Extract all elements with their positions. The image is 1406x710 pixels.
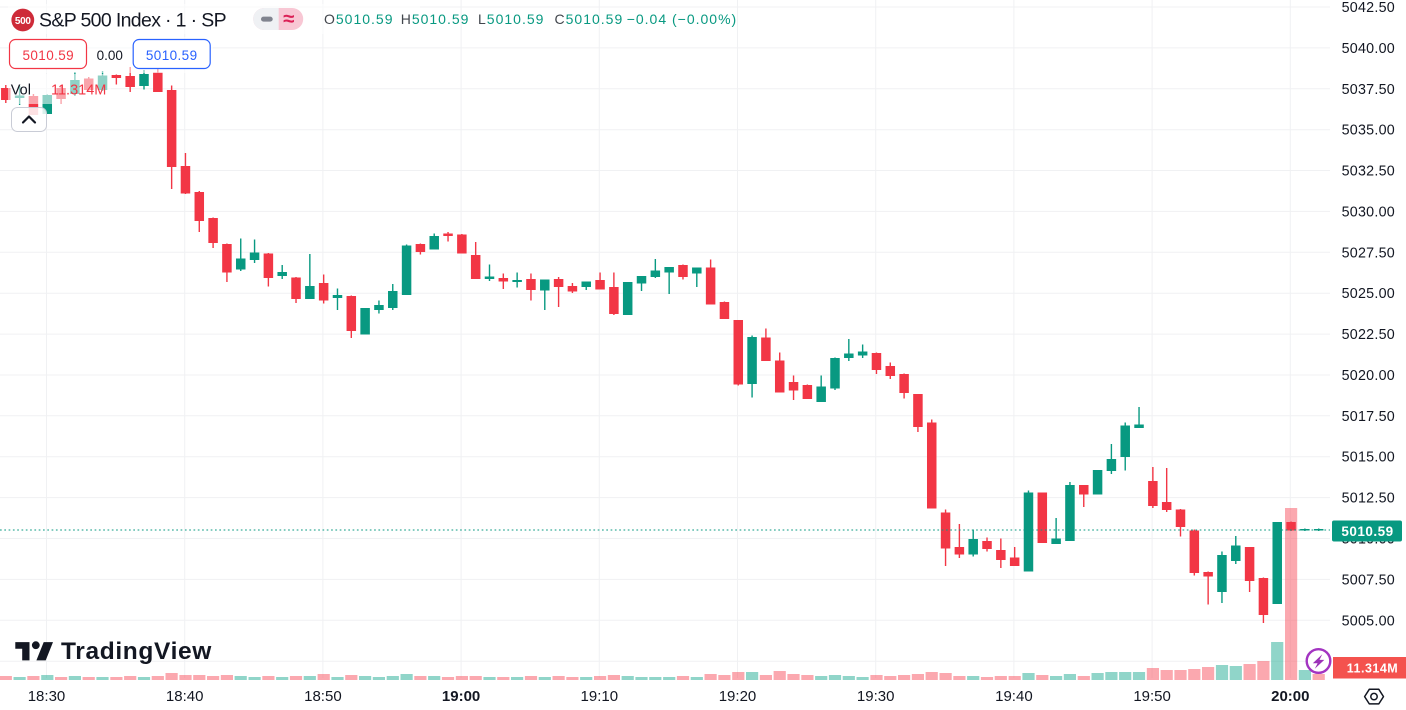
svg-text:5037.50: 5037.50 bbox=[1342, 82, 1395, 98]
svg-text:11.314M: 11.314M bbox=[51, 83, 106, 99]
svg-text:5022.50: 5022.50 bbox=[1342, 327, 1395, 343]
svg-text:18:40: 18:40 bbox=[166, 688, 204, 705]
svg-text:5020.00: 5020.00 bbox=[1342, 368, 1395, 384]
svg-text:19:00: 19:00 bbox=[442, 688, 480, 705]
svg-text:O5010.59: O5010.59 bbox=[324, 11, 394, 27]
svg-text:5010.59: 5010.59 bbox=[22, 48, 74, 63]
svg-text:20:00: 20:00 bbox=[1271, 688, 1309, 705]
svg-text:5030.00: 5030.00 bbox=[1342, 204, 1395, 220]
svg-text:5032.50: 5032.50 bbox=[1342, 164, 1395, 180]
svg-text:19:20: 19:20 bbox=[719, 688, 757, 705]
svg-text:19:50: 19:50 bbox=[1133, 688, 1171, 705]
svg-text:11.314M: 11.314M bbox=[1347, 662, 1398, 676]
svg-text:≈: ≈ bbox=[283, 8, 294, 31]
svg-text:5005.00: 5005.00 bbox=[1342, 613, 1395, 629]
svg-text:18:30: 18:30 bbox=[28, 688, 66, 705]
svg-text:18:50: 18:50 bbox=[304, 688, 342, 705]
svg-text:TradingView: TradingView bbox=[61, 638, 212, 665]
svg-text:5027.50: 5027.50 bbox=[1342, 245, 1395, 261]
svg-text:5010.59: 5010.59 bbox=[1341, 524, 1393, 539]
svg-text:5040.00: 5040.00 bbox=[1342, 41, 1395, 57]
svg-text:19:40: 19:40 bbox=[995, 688, 1033, 705]
svg-text:C5010.59: C5010.59 bbox=[555, 11, 624, 27]
svg-text:5015.00: 5015.00 bbox=[1342, 450, 1395, 466]
svg-text:5025.00: 5025.00 bbox=[1342, 286, 1395, 302]
svg-text:5042.50: 5042.50 bbox=[1342, 0, 1395, 16]
svg-text:19:10: 19:10 bbox=[581, 688, 619, 705]
svg-text:5007.50: 5007.50 bbox=[1342, 572, 1395, 588]
svg-text:L5010.59: L5010.59 bbox=[478, 11, 544, 27]
svg-text:5012.50: 5012.50 bbox=[1342, 491, 1395, 507]
svg-text:S&P 500 Index · 1 · SP: S&P 500 Index · 1 · SP bbox=[39, 10, 226, 32]
svg-text:5010.59: 5010.59 bbox=[146, 48, 198, 63]
svg-text:5017.50: 5017.50 bbox=[1342, 409, 1395, 425]
svg-text:19:30: 19:30 bbox=[857, 688, 895, 705]
svg-text:−0.04 (−0.00%): −0.04 (−0.00%) bbox=[627, 11, 738, 27]
svg-text:H5010.59: H5010.59 bbox=[401, 11, 470, 27]
svg-text:Vol: Vol bbox=[11, 83, 31, 99]
svg-text:500: 500 bbox=[15, 16, 32, 27]
svg-text:0.00: 0.00 bbox=[97, 48, 123, 63]
svg-text:5035.00: 5035.00 bbox=[1342, 123, 1395, 139]
